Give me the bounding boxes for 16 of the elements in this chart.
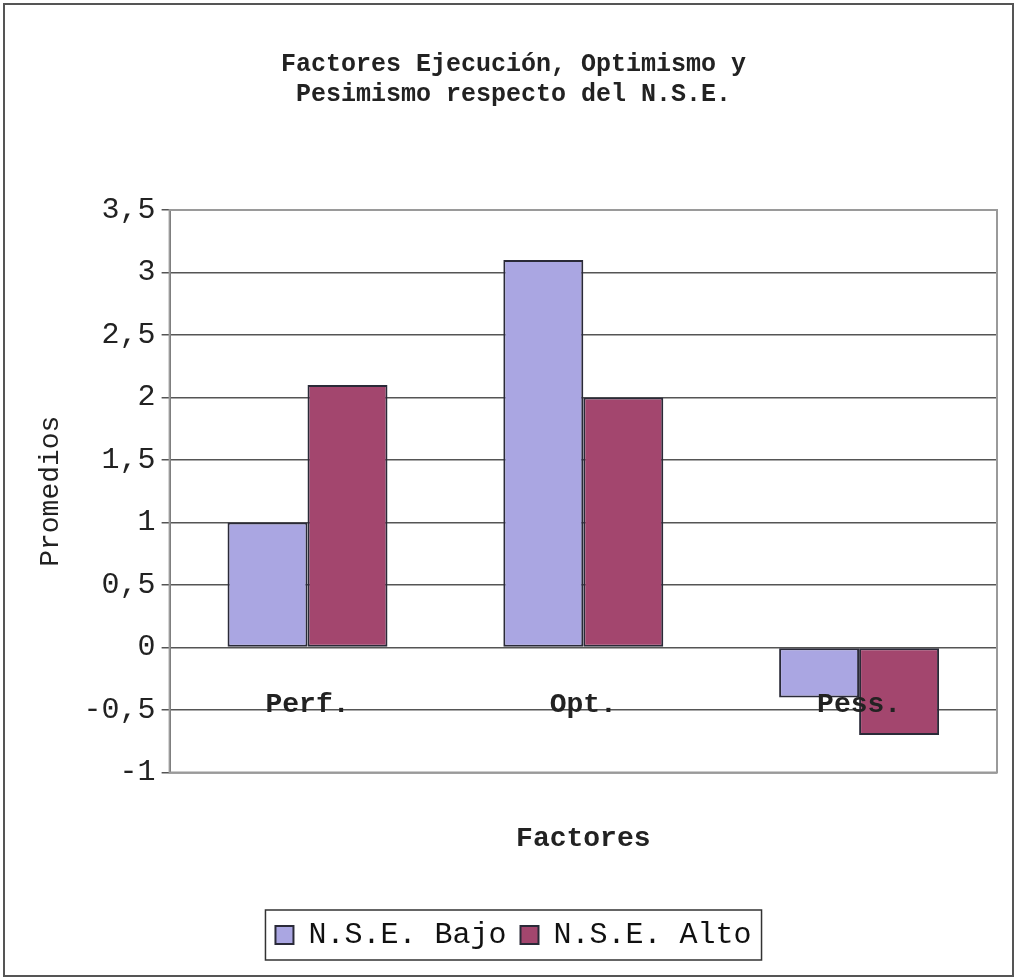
y-tick-label: -1 — [119, 755, 156, 790]
chart-title: Factores Ejecución, Optimismo y Pesimismo respecto del N.S.E. — [280, 50, 747, 110]
y-axis-title: Promedios — [35, 415, 67, 567]
y-tick-label: 3,5 — [101, 192, 156, 227]
y-tick-label: 2 — [137, 380, 156, 415]
y-tick-label: -0,5 — [83, 692, 156, 727]
y-tick-label: 2,5 — [101, 317, 156, 352]
y-tick-label: 1,5 — [101, 442, 156, 477]
y-tick-label: 0,5 — [101, 567, 156, 602]
y-tick-label: 0 — [137, 630, 156, 665]
legend-label: N.S.E. Alto — [553, 917, 752, 952]
x-tick-label: Pess. — [817, 689, 902, 721]
y-tick-label: 3 — [137, 255, 156, 290]
legend-label: N.S.E. Bajo — [308, 917, 507, 952]
y-tick-label: 1 — [137, 505, 156, 540]
x-axis-title: Factores — [516, 823, 651, 855]
